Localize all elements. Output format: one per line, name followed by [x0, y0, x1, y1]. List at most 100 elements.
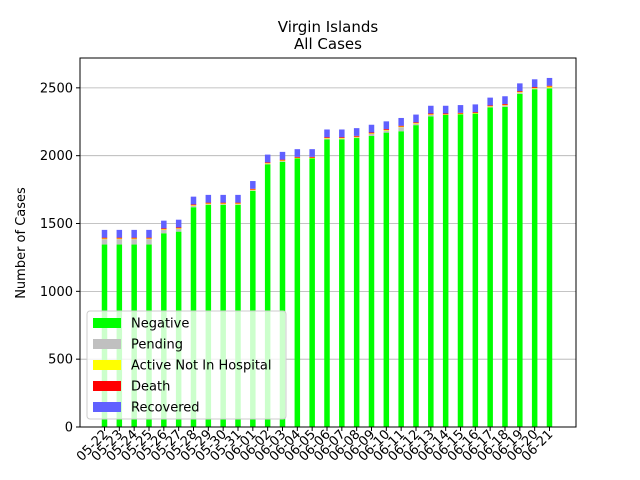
y-tick-label: 2000 — [40, 149, 73, 164]
bar-segment — [339, 138, 345, 140]
bar-segment — [428, 105, 434, 114]
bar-segment — [487, 107, 493, 427]
bar-segment — [146, 237, 152, 239]
bar-segment — [398, 117, 404, 126]
bar-segment — [428, 113, 434, 115]
bar-segment — [116, 237, 123, 239]
bar-segment — [546, 88, 553, 427]
bar-segment — [205, 202, 212, 204]
bar-segment — [309, 156, 315, 158]
bar-segment — [235, 202, 241, 204]
bar-segment — [398, 125, 404, 127]
bar-segment — [309, 149, 315, 157]
bar-segment — [190, 204, 197, 206]
legend-swatch — [93, 360, 121, 370]
bar-segment — [457, 114, 464, 428]
bar-segment — [353, 137, 360, 139]
bar-segment — [324, 137, 330, 139]
bar-segment — [502, 96, 508, 104]
bar-segment — [250, 188, 256, 190]
y-axis-label: Number of Cases — [14, 187, 29, 299]
bar-segment — [250, 190, 256, 427]
bar-segment — [190, 205, 197, 208]
bar-segment — [309, 157, 315, 159]
bar-segment — [339, 138, 345, 139]
bar-segment — [442, 113, 449, 115]
bar-segment — [339, 129, 345, 138]
bar-segment — [279, 160, 286, 162]
legend-label: Pending — [131, 338, 183, 353]
bar-segment — [457, 112, 464, 114]
bar-segment — [442, 114, 449, 115]
bar-segment — [487, 106, 493, 108]
y-tick-label: 0 — [65, 421, 73, 436]
bar-segment — [442, 114, 449, 428]
bar-segment — [131, 239, 137, 245]
y-tick-label: 500 — [48, 353, 73, 368]
bar-segment — [368, 133, 375, 134]
bar-segment — [517, 93, 523, 427]
bar-segment — [502, 104, 508, 106]
bar-segment — [472, 112, 479, 113]
bar-segment — [220, 203, 226, 205]
bar-segment — [368, 124, 375, 133]
bar-segment — [353, 136, 360, 138]
bar-segment — [324, 138, 330, 139]
bar-segment — [279, 161, 286, 427]
bar-segment — [531, 88, 538, 90]
bar-segment — [517, 92, 523, 94]
bar-segment — [205, 203, 212, 205]
bar-segment — [383, 130, 390, 133]
bar-segment — [294, 149, 301, 157]
bar-segment — [264, 163, 271, 165]
bar-segment — [487, 106, 493, 107]
legend-swatch — [93, 381, 121, 391]
bar-segment — [517, 91, 523, 93]
y-tick-label: 2500 — [40, 81, 73, 96]
bar-segment — [398, 131, 404, 427]
bar-segment — [546, 85, 553, 87]
bar-segment — [220, 194, 226, 203]
bar-segment — [383, 121, 390, 130]
bar-segment — [502, 103, 508, 105]
bar-segment — [531, 79, 538, 88]
bar-segment — [294, 157, 301, 159]
bar-segment — [517, 83, 523, 92]
bar-segment — [131, 229, 137, 238]
bar-segment — [190, 205, 197, 206]
bar-segment — [383, 129, 390, 131]
bar-segment — [428, 114, 434, 115]
bar-segment — [457, 105, 464, 113]
bar-segment — [205, 204, 212, 205]
bar-segment — [353, 138, 360, 427]
bar-segment — [309, 158, 315, 427]
bar-segment — [413, 123, 419, 126]
bar-segment — [116, 239, 123, 245]
bar-segment — [353, 135, 360, 137]
legend-label: Negative — [131, 317, 189, 332]
bar-segment — [205, 194, 212, 203]
bar-segment — [250, 181, 256, 189]
bar-segment — [398, 126, 404, 128]
bar-segment — [457, 113, 464, 115]
legend-label: Recovered — [131, 401, 200, 416]
axis-ticks: 0500100015002000250005-2205-2305-2405-25… — [40, 81, 556, 464]
bar-segment — [279, 161, 286, 162]
bar-segment — [472, 112, 479, 114]
bar-segment — [131, 237, 137, 239]
legend-swatch — [93, 339, 121, 349]
bar-segment — [161, 229, 167, 234]
bar-segment — [161, 229, 167, 230]
legend-label: Death — [131, 380, 170, 395]
bar-segment — [546, 77, 553, 86]
bar-segment — [116, 238, 123, 240]
bar-segment — [235, 203, 241, 205]
bar-segment — [368, 132, 375, 134]
bar-segment — [368, 136, 375, 428]
bar-segment — [368, 133, 375, 137]
bar-segment — [264, 162, 271, 164]
bar-segment — [101, 238, 108, 240]
bar-segment — [264, 164, 271, 427]
legend-box — [86, 310, 287, 420]
